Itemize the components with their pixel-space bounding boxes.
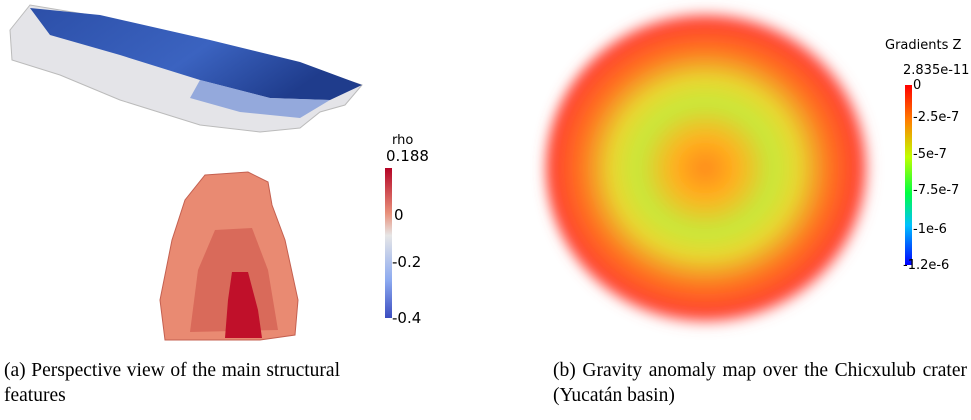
colorbar bbox=[385, 168, 392, 318]
colorbar-tick: -0.2 bbox=[392, 253, 422, 271]
colorbar-tick: -5e-7 bbox=[913, 147, 947, 162]
colorbar-tick: -1.2e-6 bbox=[903, 258, 950, 273]
structure-render bbox=[9, 4, 363, 341]
caption: (b) Gravity anomaly map over the Chicxul… bbox=[553, 360, 967, 406]
colorbar-tick: -2.5e-7 bbox=[913, 110, 960, 125]
colorbar-tick: 2.835e-11 bbox=[903, 63, 970, 78]
colorbar-tick: 0.188 bbox=[386, 147, 429, 165]
colorbar-tick: 0 bbox=[913, 78, 922, 93]
colorbar bbox=[905, 85, 912, 265]
colorbar-title: rho bbox=[392, 133, 414, 148]
figure-graphics bbox=[9, 4, 912, 341]
colorbar-tick: -0.4 bbox=[392, 309, 422, 327]
colorbar-title: Gradients Z bbox=[885, 38, 962, 53]
colorbar-tick: -7.5e-7 bbox=[913, 183, 960, 198]
colorbar-tick: -1e-6 bbox=[913, 222, 947, 237]
colorbar-tick: 0 bbox=[394, 206, 404, 224]
caption: (a) Perspective view of the main structu… bbox=[4, 360, 340, 406]
gravity-map bbox=[544, 8, 880, 328]
